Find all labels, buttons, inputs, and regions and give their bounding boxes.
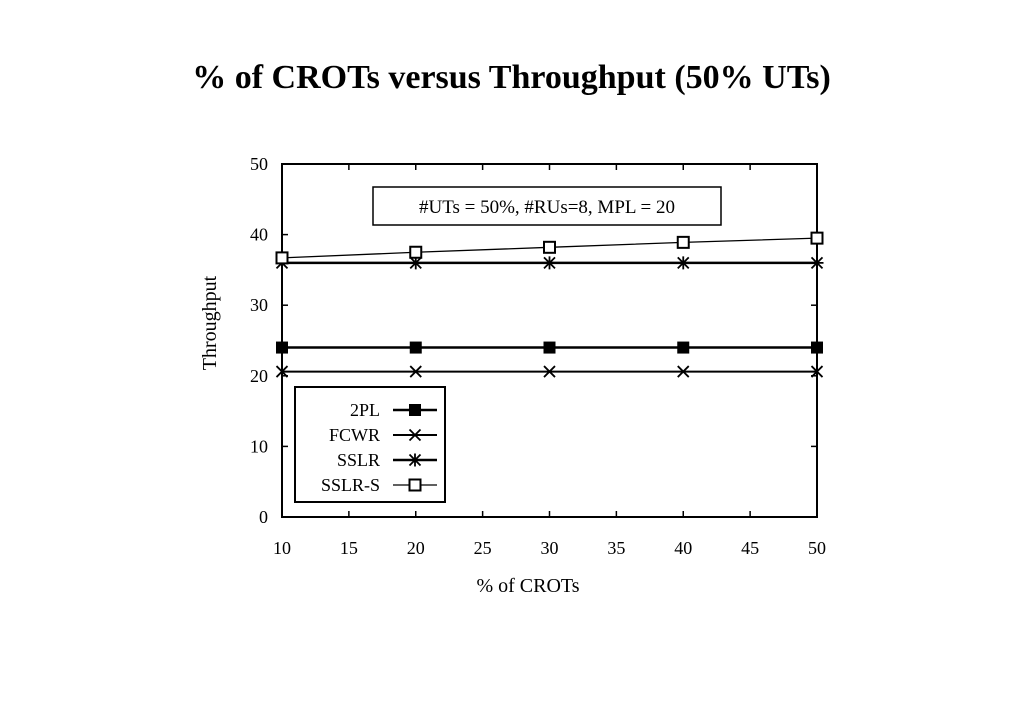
legend: 2PL FCWR SSLR SSLR-S	[294, 386, 446, 503]
legend-label-sslr: SSLR	[337, 450, 380, 470]
y-tick-label: 40	[250, 225, 268, 245]
data-point-2pl	[543, 341, 556, 354]
annotation-box	[372, 186, 722, 226]
series-fcwr	[275, 365, 824, 378]
x-tick-label: 40	[674, 538, 692, 558]
data-point-sslr-s	[676, 235, 690, 249]
series-sslr-s	[275, 231, 824, 265]
legend-label-2pl: 2PL	[350, 400, 380, 420]
y-tick-label: 0	[259, 507, 268, 527]
x-tick-label: 15	[340, 538, 358, 558]
data-point-2pl	[811, 341, 823, 354]
data-point-fcwr	[677, 365, 690, 378]
y-tick-label: 50	[250, 154, 268, 174]
series-sslr	[275, 256, 824, 270]
data-point-2pl	[409, 341, 422, 354]
data-point-2pl	[677, 341, 690, 354]
data-point-sslr	[543, 256, 556, 270]
data-point-fcwr	[543, 365, 556, 378]
data-point-sslr	[409, 256, 423, 270]
data-point-fcwr	[275, 365, 289, 378]
x-tick-label: 45	[741, 538, 759, 558]
data-point-fcwr	[409, 365, 422, 378]
x-tick-label: 50	[808, 538, 826, 558]
data-point-sslr-s	[275, 251, 289, 265]
data-point-sslr-s	[543, 240, 556, 254]
x-tick-label: 25	[474, 538, 492, 558]
legend-marker-sslr-s	[408, 478, 422, 492]
series-2pl	[276, 341, 823, 354]
data-point-sslr	[810, 256, 824, 270]
x-axis-label: % of CROTs	[476, 575, 579, 597]
legend-label-fcwr: FCWR	[329, 425, 380, 445]
x-tick-label: 20	[407, 538, 425, 558]
legend-marker-sslr	[408, 453, 422, 467]
data-point-sslr-s	[409, 245, 423, 259]
annotation-text: #UTs = 50%, #RUs=8, MPL = 20	[419, 197, 675, 218]
legend-marker-2pl	[409, 404, 421, 416]
y-tick-label: 10	[250, 436, 268, 456]
legend-label-sslr-s: SSLR-S	[321, 475, 380, 495]
x-tick-label: 30	[541, 538, 559, 558]
legend-marker-fcwr	[408, 428, 422, 442]
x-tick-label: 35	[607, 538, 625, 558]
y-tick-label: 30	[250, 295, 268, 315]
data-point-2pl	[276, 341, 288, 354]
data-point-sslr-s	[810, 231, 824, 245]
y-axis-label: Throughput	[199, 275, 221, 370]
y-tick-label: 20	[250, 366, 268, 386]
x-tick-label: 10	[273, 538, 291, 558]
data-point-sslr	[676, 256, 690, 270]
slide-title: % of CROTs versus Throughput (50% UTs)	[192, 59, 831, 96]
series-group	[275, 231, 824, 378]
data-point-fcwr	[810, 365, 824, 378]
annotation-group: #UTs = 50%, #RUs=8, MPL = 20	[372, 186, 722, 226]
